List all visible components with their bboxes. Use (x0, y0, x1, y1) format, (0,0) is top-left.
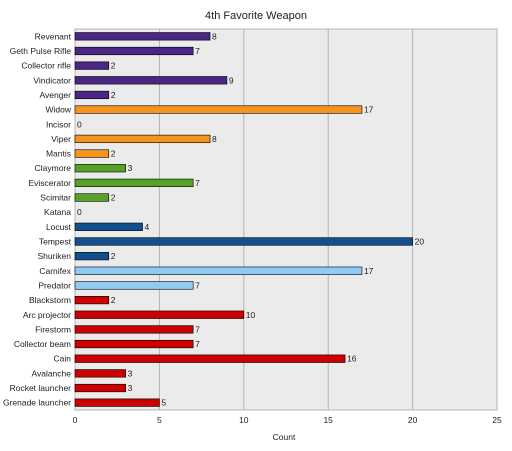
category-label: Carnifex (39, 266, 71, 276)
bar (74, 383, 126, 393)
bar (74, 90, 110, 100)
bar (74, 222, 143, 231)
value-label: 5 (161, 398, 166, 408)
category-label: Shuriken (37, 251, 71, 261)
bar (74, 149, 110, 158)
category-label: Avalanche (31, 368, 71, 378)
category-label: Tempest (39, 236, 72, 246)
value-label: 2 (111, 61, 116, 71)
plot-area (74, 28, 498, 411)
value-label: 0 (77, 119, 82, 129)
bar (74, 76, 228, 85)
category-label: Cain (54, 354, 72, 364)
value-label: 20 (415, 236, 425, 246)
category-label: Avenger (39, 90, 71, 100)
bars (74, 32, 413, 407)
value-label: 2 (111, 149, 116, 159)
bar (74, 105, 363, 114)
value-label: 2 (111, 90, 116, 100)
x-tick-label: 20 (408, 415, 418, 425)
x-axis-title: Count (273, 432, 296, 442)
bar (74, 32, 211, 41)
value-label: 4 (145, 222, 150, 232)
value-label: 3 (128, 163, 133, 173)
x-tick-label: 25 (492, 415, 502, 425)
category-label: Vindicator (33, 75, 71, 85)
bar (74, 193, 110, 202)
bar (74, 266, 363, 275)
bar (74, 178, 194, 187)
chart-title: 4th Favorite Weapon (205, 10, 307, 22)
value-label: 0 (77, 207, 82, 217)
value-label: 17 (364, 266, 374, 276)
value-label: 7 (195, 46, 200, 56)
value-label: 3 (128, 368, 133, 378)
category-label: Collector rifle (21, 61, 71, 71)
category-label: Geth Pulse Rifle (10, 46, 72, 56)
value-label: 8 (212, 134, 217, 144)
bar (74, 354, 346, 363)
category-label: Mantis (46, 149, 71, 159)
bar (74, 61, 110, 70)
category-label: Widow (45, 105, 71, 115)
value-label: 9 (229, 75, 234, 85)
value-label: 2 (111, 295, 116, 305)
bar (74, 398, 160, 407)
x-tick-label: 5 (157, 415, 162, 425)
value-label: 10 (246, 310, 256, 320)
category-label: Blackstorm (29, 295, 71, 305)
bar (74, 295, 110, 305)
bar (74, 46, 194, 56)
value-label: 2 (111, 193, 116, 203)
bar (74, 310, 245, 319)
value-label: 17 (364, 105, 374, 115)
x-tick-label: 0 (73, 415, 78, 425)
category-label: Predator (38, 280, 71, 290)
value-label: 7 (195, 324, 200, 334)
category-label: Eviscerator (28, 178, 71, 188)
category-label: Rocket launcher (10, 383, 72, 393)
x-tick-label: 10 (239, 415, 249, 425)
value-label: 2 (111, 251, 116, 261)
category-label: Locust (46, 222, 72, 232)
category-label: Firestorm (35, 324, 71, 334)
category-label: Incisor (46, 119, 71, 129)
bar (74, 369, 126, 378)
value-label: 7 (195, 178, 200, 188)
value-label: 7 (195, 280, 200, 290)
category-label: Arc projector (23, 310, 71, 320)
bar (74, 134, 211, 144)
category-label: Collector beam (14, 339, 71, 349)
category-label: Grenade launcher (3, 398, 71, 408)
category-label: Scimitar (40, 193, 71, 203)
bar (74, 325, 194, 334)
x-tick-label: 15 (323, 415, 333, 425)
bar (74, 339, 194, 349)
category-label: Claymore (35, 163, 72, 173)
value-label: 16 (347, 354, 357, 364)
category-label: Viper (51, 134, 71, 144)
bar (74, 237, 413, 246)
value-label: 8 (212, 31, 217, 41)
value-label: 3 (128, 383, 133, 393)
bar (74, 281, 194, 290)
category-label: Revenant (35, 31, 72, 41)
category-label: Katana (44, 207, 71, 217)
bar (74, 252, 110, 261)
bar (74, 164, 126, 173)
value-label: 7 (195, 339, 200, 349)
